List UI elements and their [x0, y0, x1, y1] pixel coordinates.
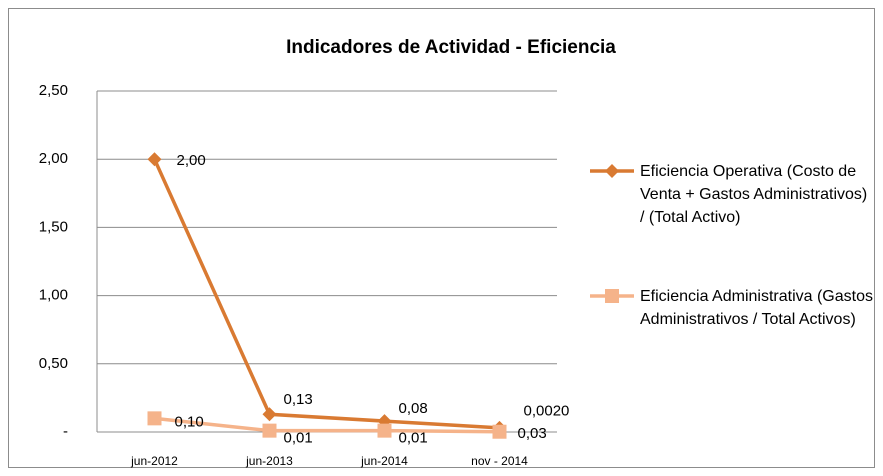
chart-title: Indicadores de Actividad - Eficiencia	[286, 37, 616, 58]
x-tick-label: jun-2014	[360, 454, 408, 468]
data-label: 0,13	[284, 391, 313, 408]
y-tick-label: 1,50	[39, 218, 68, 235]
point	[377, 423, 392, 438]
y-tick-label: -	[63, 423, 68, 440]
point	[492, 424, 507, 439]
point	[262, 407, 277, 422]
point	[605, 164, 619, 178]
data-label: 0,10	[175, 413, 204, 430]
chart-border	[8, 8, 875, 468]
x-tick-label: jun-2013	[245, 454, 293, 468]
x-tick-label: jun-2012	[130, 454, 178, 468]
data-label: 0,03	[518, 425, 547, 442]
y-tick-label: 2,00	[39, 150, 68, 167]
point	[147, 411, 162, 426]
data-label: 0,01	[399, 430, 428, 447]
series-line	[152, 158, 500, 430]
x-tick-label: nov - 2014	[471, 454, 528, 468]
y-tick-label: 0,50	[39, 355, 68, 372]
series-line	[154, 416, 500, 434]
data-label: 0,0020	[524, 403, 570, 420]
point	[605, 289, 619, 303]
data-label: 0,01	[284, 430, 313, 447]
y-tick-label: 2,50	[39, 82, 68, 99]
y-tick-label: 1,00	[39, 287, 68, 304]
point	[262, 423, 277, 438]
point	[147, 152, 162, 167]
data-label: 2,00	[177, 152, 206, 169]
data-label: 0,08	[399, 400, 428, 417]
legend-entry: Eficiencia Operativa (Costo de Venta + G…	[640, 163, 868, 226]
legend-entry: Eficiencia Administrativa (Gastos Admini…	[640, 288, 873, 328]
